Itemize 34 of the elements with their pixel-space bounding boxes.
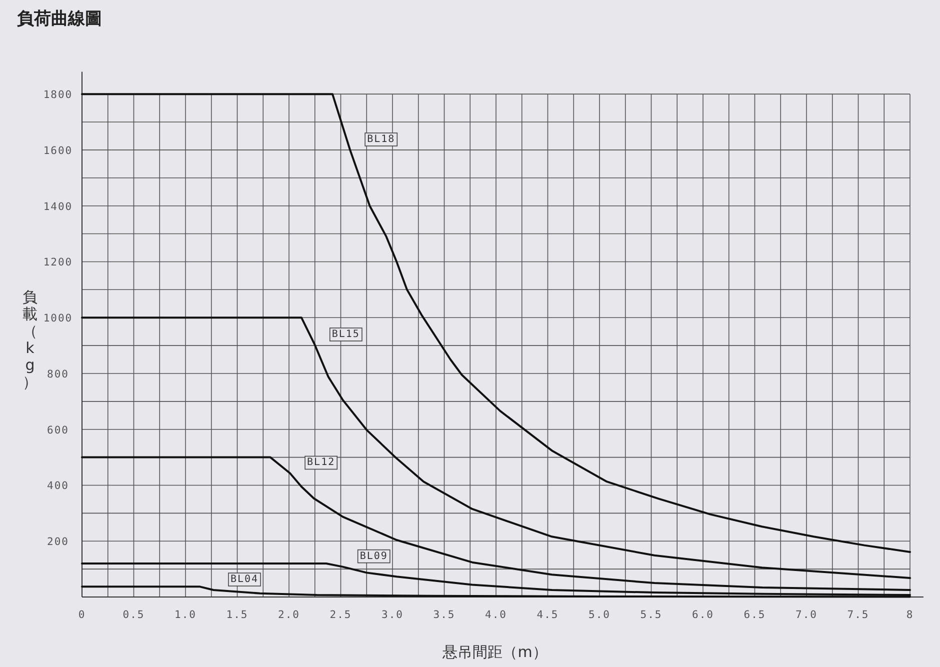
x-tick-label: 5.5 bbox=[640, 609, 662, 621]
series-label: BL18 bbox=[367, 134, 396, 145]
x-tick-label: 6.5 bbox=[744, 609, 766, 621]
x-tick-label: 3.5 bbox=[433, 609, 456, 621]
x-axis-title: 悬吊間距（m） bbox=[442, 643, 548, 661]
series-label: BL12 bbox=[307, 457, 336, 468]
y-tick-label: 1000 bbox=[43, 312, 73, 325]
series-label: BL15 bbox=[332, 328, 360, 340]
x-tick-label: 6.0 bbox=[692, 609, 714, 621]
y-tick-label: 1600 bbox=[43, 144, 73, 157]
y-tick-label: 400 bbox=[47, 480, 69, 492]
y-tick-label: 1800 bbox=[43, 89, 73, 102]
chart-title: 負荷曲線圖 bbox=[17, 9, 102, 29]
series-label: BL09 bbox=[360, 550, 388, 562]
x-tick-label: 7.0 bbox=[796, 609, 818, 621]
x-tick-label: 2.0 bbox=[278, 609, 300, 621]
x-tick-label: 0 bbox=[78, 609, 86, 621]
x-tick-label: 1.0 bbox=[174, 609, 196, 621]
x-tick-label: 8 bbox=[906, 609, 914, 621]
x-tick-label: 0.5 bbox=[122, 609, 145, 621]
x-tick-label: 5.0 bbox=[588, 609, 610, 621]
y-tick-label: 600 bbox=[47, 424, 69, 436]
x-tick-label: 7.5 bbox=[847, 609, 870, 621]
x-tick-label: 1.5 bbox=[226, 609, 248, 621]
y-tick-label: 1200 bbox=[43, 256, 73, 269]
x-tick-label: 4.0 bbox=[485, 609, 507, 621]
x-tick-label: 4.5 bbox=[536, 609, 559, 621]
y-tick-label: 200 bbox=[47, 536, 69, 548]
y-tick-label: 1400 bbox=[43, 200, 73, 213]
y-axis-title: 負載（kg） bbox=[22, 288, 38, 391]
y-tick-label: 800 bbox=[47, 368, 69, 380]
x-tick-label: 2.5 bbox=[330, 609, 352, 621]
series-label: BL04 bbox=[230, 574, 259, 586]
x-tick-label: 3.0 bbox=[382, 609, 404, 621]
